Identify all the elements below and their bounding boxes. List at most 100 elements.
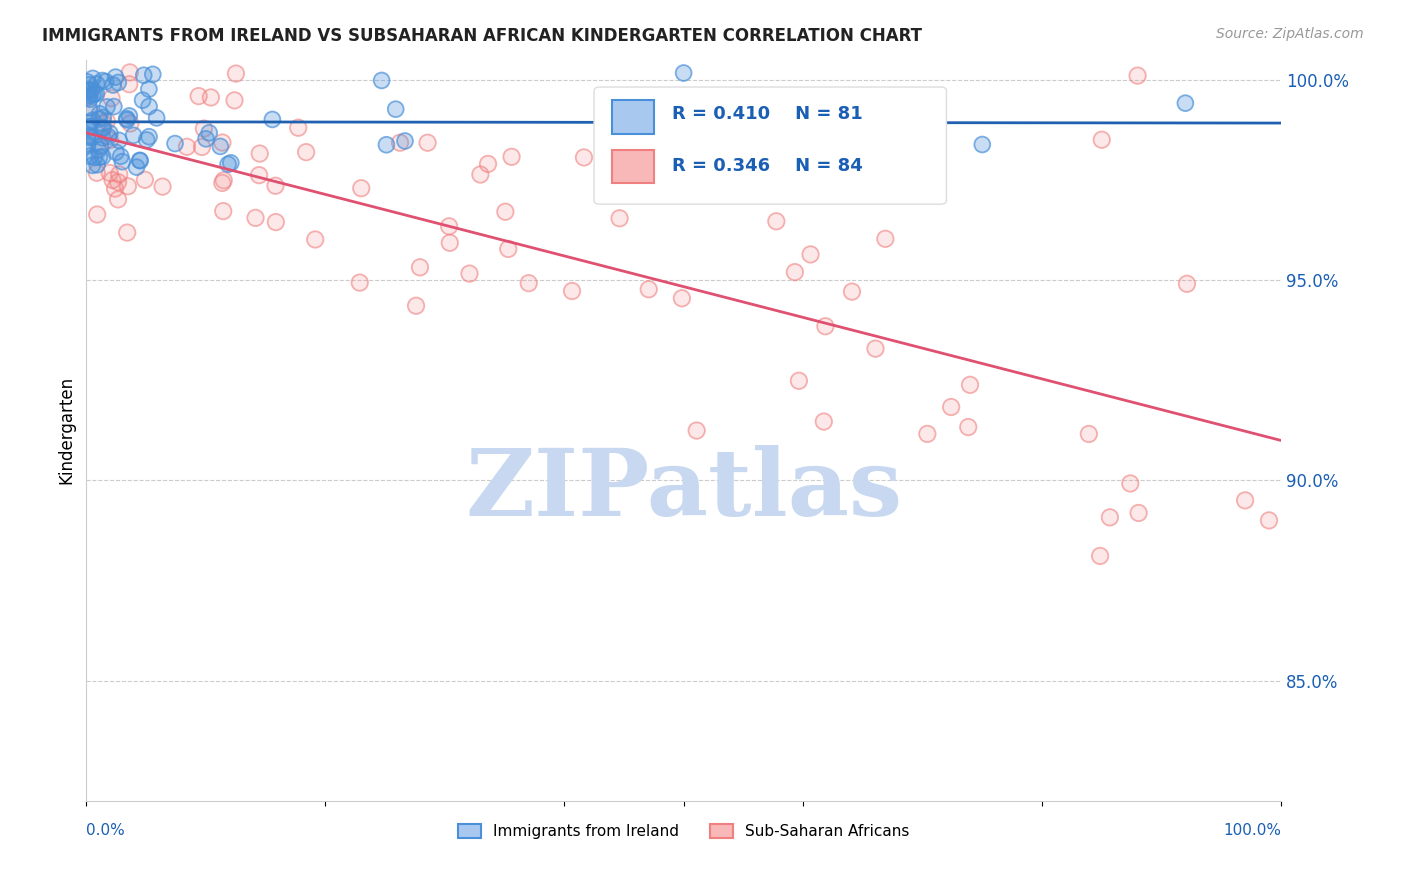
Point (561, 284, 583, 298)
Point (82, 158, 104, 172)
Point (115, 226, 138, 240)
Point (86, 158, 108, 172)
Point (939, 400, 962, 414)
Text: 0.0%: 0.0% (86, 823, 125, 838)
Point (86, 87, 108, 101)
Point (572, 150, 595, 164)
Point (76, 136, 98, 151)
Point (125, 160, 148, 174)
Point (98, 133, 121, 147)
Point (142, 67, 165, 81)
Point (82, 113, 104, 128)
Point (111, 154, 134, 169)
Point (89, 150, 111, 164)
Point (349, 276, 371, 290)
Point (249, 146, 271, 161)
Point (118, 65, 141, 79)
Point (89, 112, 111, 126)
Point (437, 219, 460, 234)
Point (787, 374, 810, 388)
Point (91, 111, 114, 125)
Point (76, 138, 98, 153)
Point (394, 134, 416, 148)
Point (79, 78, 101, 92)
Point (865, 342, 887, 356)
Point (79, 78, 101, 92)
Point (79, 92, 101, 106)
Point (97, 129, 120, 144)
Point (405, 299, 427, 313)
Point (89, 107, 111, 121)
FancyBboxPatch shape (612, 101, 654, 134)
Point (104, 181, 127, 195)
Point (107, 175, 129, 189)
Point (1128, 506, 1150, 520)
Point (107, 193, 129, 207)
Point (96, 100, 118, 114)
Text: R = 0.410    N = 81: R = 0.410 N = 81 (672, 104, 862, 123)
Point (138, 82, 160, 96)
Point (1234, 493, 1257, 508)
Point (517, 276, 540, 290)
Point (685, 424, 707, 438)
Point (125, 160, 148, 174)
Point (672, 66, 695, 80)
Text: IMMIGRANTS FROM IRELAND VS SUBSAHARAN AFRICAN KINDERGARTEN CORRELATION CHART: IMMIGRANTS FROM IRELAND VS SUBSAHARAN AF… (42, 27, 922, 45)
Point (86, 77, 108, 91)
Point (959, 377, 981, 392)
Text: ZIPatlas: ZIPatlas (465, 444, 903, 534)
Point (91, 120, 114, 135)
Point (1077, 427, 1099, 442)
Point (783, 265, 806, 279)
Point (195, 132, 218, 146)
Point (416, 136, 439, 150)
Point (671, 291, 693, 305)
Point (245, 211, 267, 225)
Point (103, 99, 125, 113)
Point (501, 150, 523, 164)
Point (138, 129, 160, 144)
Point (98, 126, 121, 140)
Point (118, 77, 141, 91)
Point (1119, 476, 1142, 491)
Point (799, 247, 821, 261)
Point (439, 235, 461, 250)
Point (813, 415, 835, 429)
Point (107, 75, 129, 89)
Point (176, 140, 198, 154)
Point (295, 145, 318, 160)
Point (972, 137, 994, 152)
Point (82, 87, 104, 102)
Point (477, 157, 499, 171)
Point (224, 94, 246, 108)
Point (132, 68, 155, 82)
Point (91, 111, 114, 125)
Point (86, 166, 108, 180)
Point (79, 101, 101, 115)
Point (498, 242, 520, 256)
Point (100, 91, 122, 105)
Point (163, 136, 186, 151)
Point (82, 130, 104, 145)
Point (176, 140, 198, 154)
Point (225, 66, 247, 80)
Point (117, 179, 139, 194)
Point (89, 139, 111, 153)
Point (217, 157, 239, 171)
Point (104, 70, 127, 84)
Point (875, 232, 897, 246)
Point (1258, 513, 1281, 527)
Point (120, 116, 142, 130)
Point (350, 181, 373, 195)
Point (138, 129, 160, 144)
Point (82, 130, 104, 145)
Point (76, 138, 98, 153)
Point (1098, 510, 1121, 524)
Point (1174, 96, 1197, 111)
Point (91, 73, 114, 87)
Point (89, 107, 111, 121)
Point (76, 136, 98, 151)
Point (79, 115, 101, 129)
Point (163, 136, 186, 151)
Point (122, 128, 145, 143)
